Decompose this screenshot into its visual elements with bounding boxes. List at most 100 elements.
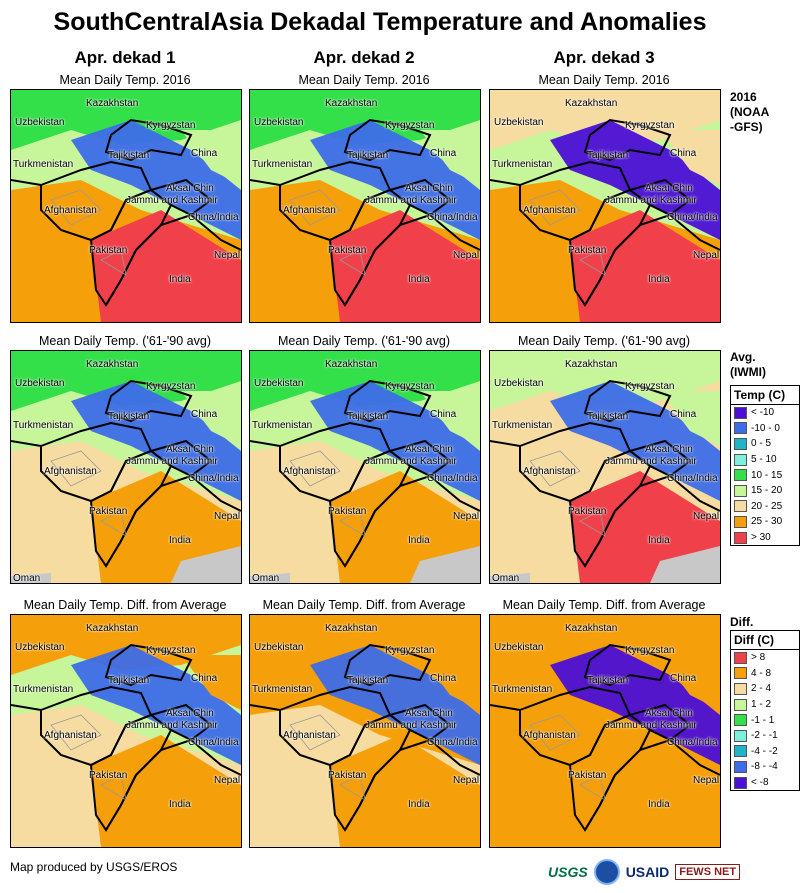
map-label-jammu_kashmir: Jammu and Kashmir: [605, 456, 697, 467]
diff-legend-item: -2 - -1: [731, 728, 799, 744]
legend-label: 0 - 5: [751, 438, 772, 450]
map-label-uzbekistan: Uzbekistan: [254, 378, 304, 389]
fews-net-logo: FEWS NET: [675, 864, 741, 880]
map-label-china: China: [191, 409, 218, 420]
temp-legend-item: 5 - 10: [731, 452, 799, 468]
map-label-pakistan: Pakistan: [568, 245, 607, 256]
legend-swatch: [734, 651, 747, 664]
map-label-pakistan: Pakistan: [568, 506, 607, 517]
legend-label: -8 - -4: [751, 761, 778, 773]
map-label-jammu_kashmir: Jammu and Kashmir: [126, 720, 218, 731]
map-label-afghanistan: Afghanistan: [44, 730, 97, 741]
map-label-jammu_kashmir: Jammu and Kashmir: [126, 195, 218, 206]
legend-label: 15 - 20: [751, 485, 783, 497]
map-label-india: India: [648, 535, 670, 546]
legend-label: -10 - 0: [751, 422, 780, 434]
map-label-oman: Oman: [13, 573, 41, 584]
legend-swatch: [734, 437, 747, 450]
map-label-nepal: Nepal: [214, 775, 241, 786]
map-label-india: India: [408, 799, 430, 810]
legend-swatch: [734, 406, 747, 419]
map-label-kazakhstan: Kazakhstan: [86, 623, 139, 634]
map-raster: [250, 351, 480, 583]
map-label-kazakhstan: Kazakhstan: [325, 623, 378, 634]
map-panel-row1-col2: Kazakhstan Uzbekistan Kyrgyzstan Tajikistan…: [249, 89, 481, 323]
figure-title: SouthCentralAsia Dekadal Temperature and…: [53, 8, 707, 36]
map-label-afghanistan: Afghanistan: [283, 205, 336, 216]
map-label-jammu_kashmir: Jammu and Kashmir: [365, 720, 457, 731]
row3-subtitle-col2: Mean Daily Temp. Diff. from Average: [262, 598, 466, 612]
legend-swatch: [734, 531, 747, 544]
temp-legend-item: < -10: [731, 405, 799, 421]
map-label-aksai_chin: Aksai Chin: [645, 444, 693, 455]
map-label-china: China: [670, 148, 697, 159]
legend-swatch: [734, 453, 747, 466]
column-header-dekad-1: Apr. dekad 1: [74, 48, 176, 67]
map-label-afghanistan: Afghanistan: [44, 466, 97, 477]
map-label-turkmenistan: Turkmenistan: [492, 420, 553, 431]
map-panel-row1-col3: Kazakhstan Uzbekistan Kyrgyzstan Tajikistan…: [489, 89, 721, 323]
map-label-tajikistan: Tajikistan: [347, 411, 389, 422]
row2-subtitle-col3: Mean Daily Temp. ('61-'90 avg): [518, 334, 690, 348]
map-label-pakistan: Pakistan: [89, 245, 128, 256]
map-label-jammu_kashmir: Jammu and Kashmir: [365, 456, 457, 467]
map-label-kazakhstan: Kazakhstan: [565, 359, 618, 370]
map-label-jammu_kashmir: Jammu and Kashmir: [365, 195, 457, 206]
row1-subtitle-col3: Mean Daily Temp. 2016: [538, 73, 670, 87]
map-label-tajikistan: Tajikistan: [347, 675, 389, 686]
legend-swatch: [734, 729, 747, 742]
map-label-jammu_kashmir: Jammu and Kashmir: [126, 456, 218, 467]
temp-legend-item: 20 - 25: [731, 499, 799, 515]
map-raster: [11, 90, 241, 322]
map-label-nepal: Nepal: [453, 775, 480, 786]
map-label-china_india: China/India: [427, 737, 478, 748]
legend-label: > 30: [751, 532, 771, 544]
legend-label: -1 - 1: [751, 714, 775, 726]
legend-label: 4 - 8: [751, 667, 772, 679]
map-label-india: India: [648, 274, 670, 285]
legend-swatch: [734, 682, 747, 695]
map-label-aksai_chin: Aksai Chin: [405, 708, 453, 719]
map-label-turkmenistan: Turkmenistan: [13, 159, 74, 170]
map-label-india: India: [408, 274, 430, 285]
map-label-uzbekistan: Uzbekistan: [15, 378, 65, 389]
row2-subtitle-col1: Mean Daily Temp. ('61-'90 avg): [39, 334, 211, 348]
legend-label: 25 - 30: [751, 516, 783, 528]
map-raster: [11, 351, 241, 583]
map-label-kyrgyzstan: Kyrgyzstan: [146, 381, 196, 392]
map-label-aksai_chin: Aksai Chin: [166, 444, 214, 455]
map-label-aksai_chin: Aksai Chin: [166, 708, 214, 719]
temp-legend-item: 0 - 5: [731, 436, 799, 452]
legend-swatch: [734, 760, 747, 773]
map-label-china_india: China/India: [188, 212, 239, 223]
temp-legend-item: > 30: [731, 530, 799, 546]
map-label-aksai_chin: Aksai Chin: [166, 183, 214, 194]
noaa-logo: [593, 859, 620, 885]
map-label-china_india: China/India: [667, 737, 718, 748]
map-label-china: China: [191, 148, 218, 159]
map-label-india: India: [169, 535, 191, 546]
map-label-oman: Oman: [492, 573, 520, 584]
legend-label: -2 - -1: [751, 730, 778, 742]
row3-side-label: Diff.: [730, 615, 754, 629]
map-raster: [11, 615, 241, 847]
map-label-turkmenistan: Turkmenistan: [252, 420, 313, 431]
legend-swatch: [734, 776, 747, 789]
map-label-kazakhstan: Kazakhstan: [86, 359, 139, 370]
legend-label: < -8: [751, 777, 769, 789]
map-label-tajikistan: Tajikistan: [587, 150, 629, 161]
map-raster: [490, 351, 720, 583]
legend-swatch: [734, 469, 747, 482]
legend-swatch: [734, 515, 747, 528]
map-label-kazakhstan: Kazakhstan: [86, 98, 139, 109]
diff-legend-item: 2 - 4: [731, 681, 799, 697]
map-label-kyrgyzstan: Kyrgyzstan: [625, 120, 675, 131]
map-label-nepal: Nepal: [214, 511, 241, 522]
map-label-kyrgyzstan: Kyrgyzstan: [385, 645, 435, 656]
map-label-nepal: Nepal: [693, 250, 720, 261]
map-label-nepal: Nepal: [693, 511, 720, 522]
map-label-china: China: [430, 673, 457, 684]
map-panel-row3-col3: Kazakhstan Uzbekistan Kyrgyzstan Tajikistan…: [489, 614, 721, 848]
map-label-tajikistan: Tajikistan: [108, 411, 150, 422]
diff-legend-item: < -8: [731, 775, 799, 791]
